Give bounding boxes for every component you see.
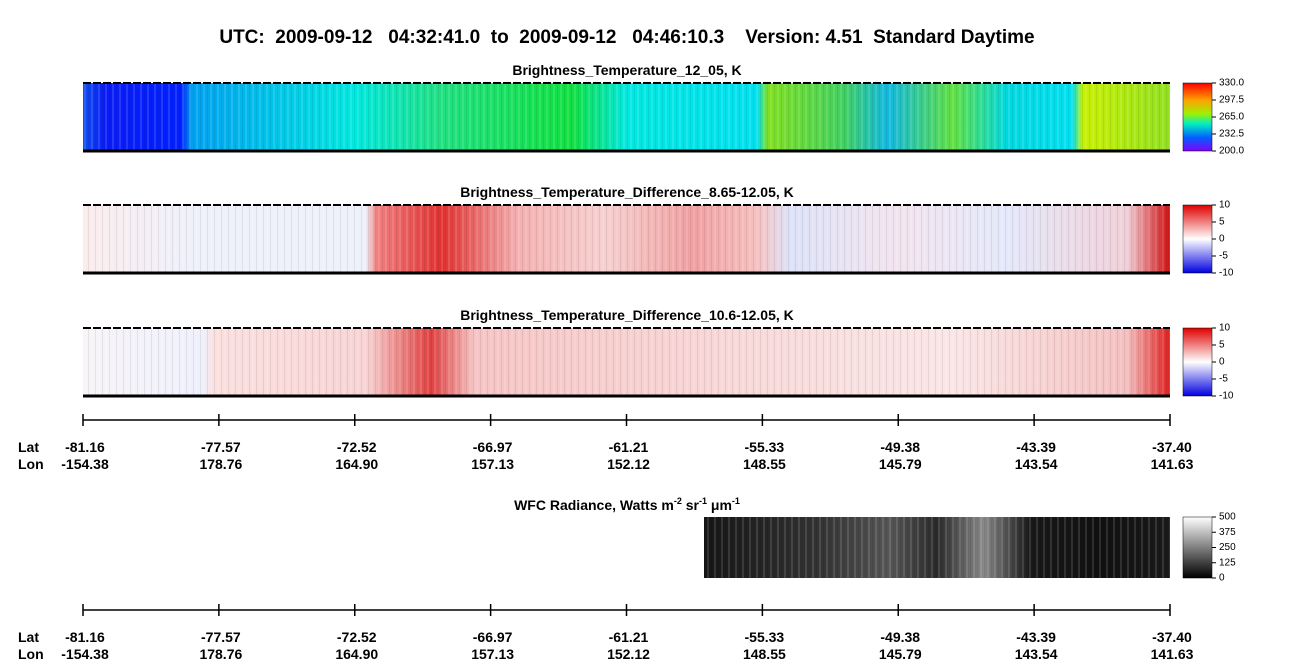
- colorbar: 10 5 0 -5 -10: [1182, 200, 1234, 279]
- colorbar-tick-label: 0: [1219, 357, 1225, 368]
- colorbar-tick-label: -5: [1219, 374, 1228, 385]
- page-title: UTC: 2009-09-12 04:32:41.0 to 2009-09-12…: [219, 27, 1034, 48]
- title-part: -2: [674, 496, 682, 506]
- axis-row-label: Lat: [18, 629, 39, 645]
- lon-label: 148.55: [743, 646, 786, 662]
- colorbar-tick-label: 265.0: [1219, 112, 1244, 123]
- colorbar-tick-label: 297.5: [1219, 95, 1244, 106]
- lat-label: -66.97: [473, 439, 513, 455]
- colorbar-scale: [1182, 82, 1213, 152]
- lat-label: -61.21: [609, 439, 649, 455]
- image-texture: [83, 328, 1170, 396]
- wfc-panel: WFC Radiance, Watts m-2 sr-1 μm-1: [514, 496, 1170, 578]
- colorbar-scale: [1182, 204, 1213, 274]
- colorbar-tick-label: 250: [1219, 542, 1236, 553]
- colorbar-tick-label: -5: [1219, 251, 1228, 262]
- axes: LatLon-81.16-154.38-77.57178.76-72.52164…: [18, 414, 1194, 662]
- title-part: sr: [682, 497, 700, 513]
- lon-label: 143.54: [1015, 456, 1058, 472]
- lat-label: -43.39: [1016, 439, 1056, 455]
- lat-label: -72.52: [337, 629, 377, 645]
- lon-label: 178.76: [199, 646, 242, 662]
- image-panel: Brightness_Temperature_12_05, K: [83, 62, 1170, 153]
- image-texture: [83, 205, 1170, 273]
- colorbar-tick-label: 375: [1219, 527, 1236, 538]
- lat-label: -72.52: [337, 439, 377, 455]
- lat-label: -55.33: [745, 439, 785, 455]
- colorbar-tick-label: 125: [1219, 557, 1236, 568]
- lon-label: 143.54: [1015, 646, 1058, 662]
- panel-title: Brightness_Temperature_12_05, K: [512, 62, 741, 78]
- lat-label: -66.97: [473, 629, 513, 645]
- panels: Brightness_Temperature_12_05, K 330.0 297.…: [83, 62, 1244, 584]
- colorbar: 500 375 250 125 0: [1182, 512, 1236, 584]
- colorbar-tick-label: 10: [1219, 323, 1231, 334]
- lat-label: -37.40: [1152, 439, 1192, 455]
- lon-label: 164.90: [335, 456, 378, 472]
- lat-label: -81.16: [65, 439, 105, 455]
- colorbar-tick-label: -10: [1219, 268, 1234, 279]
- axis-row-label: Lon: [18, 456, 44, 472]
- image-panel: Brightness_Temperature_Difference_10.6-1…: [83, 307, 1170, 398]
- colorbar-tick-label: 0: [1219, 234, 1225, 245]
- title-part: -1: [699, 496, 707, 506]
- title-part: WFC Radiance, Watts m: [514, 497, 674, 513]
- lon-label: 141.63: [1151, 646, 1194, 662]
- lat-label: -49.38: [880, 629, 920, 645]
- colorbar-tick-label: 0: [1219, 573, 1225, 584]
- lon-label: -154.38: [61, 456, 109, 472]
- panel-title: Brightness_Temperature_Difference_10.6-1…: [460, 307, 794, 323]
- image-panel: Brightness_Temperature_Difference_8.65-1…: [83, 184, 1170, 275]
- lat-label: -49.38: [880, 439, 920, 455]
- lat-label: -81.16: [65, 629, 105, 645]
- lon-label: 157.13: [471, 456, 514, 472]
- title-part: -1: [732, 496, 740, 506]
- lat-label: -55.33: [745, 629, 785, 645]
- lon-label: 152.12: [607, 646, 650, 662]
- lon-label: 148.55: [743, 456, 786, 472]
- image-texture: [704, 517, 1170, 578]
- colorbar: 10 5 0 -5 -10: [1182, 323, 1234, 402]
- image-texture: [83, 83, 1170, 151]
- lon-label: 164.90: [335, 646, 378, 662]
- colorbar-tick-label: 232.5: [1219, 129, 1244, 140]
- colorbar-tick-label: 330.0: [1219, 78, 1244, 89]
- lon-label: -154.38: [61, 646, 109, 662]
- lat-label: -37.40: [1152, 629, 1192, 645]
- colorbar-scale: [1182, 516, 1213, 579]
- colorbar-tick-label: -10: [1219, 391, 1234, 402]
- lat-label: -43.39: [1016, 629, 1056, 645]
- colorbar-tick-label: 10: [1219, 200, 1231, 211]
- lat-label: -77.57: [201, 439, 241, 455]
- lon-label: 145.79: [879, 646, 922, 662]
- panel-title: Brightness_Temperature_Difference_8.65-1…: [460, 184, 794, 200]
- axis-row-label: Lat: [18, 439, 39, 455]
- lon-label: 141.63: [1151, 456, 1194, 472]
- panel-title: WFC Radiance, Watts m-2 sr-1 μm-1: [514, 496, 740, 513]
- lon-label: 152.12: [607, 456, 650, 472]
- colorbar-tick-label: 500: [1219, 512, 1236, 523]
- colorbar-tick-label: 5: [1219, 217, 1225, 228]
- lon-label: 145.79: [879, 456, 922, 472]
- colorbar-tick-label: 200.0: [1219, 146, 1244, 157]
- axis-row-label: Lon: [18, 646, 44, 662]
- colorbar: 330.0 297.5 265.0 232.5 200.0: [1182, 78, 1244, 157]
- colorbar-tick-label: 5: [1219, 340, 1225, 351]
- lat-label: -77.57: [201, 629, 241, 645]
- lon-label: 157.13: [471, 646, 514, 662]
- lon-label: 178.76: [199, 456, 242, 472]
- colorbar-scale: [1182, 327, 1213, 397]
- lat-label: -61.21: [609, 629, 649, 645]
- title-part: μm: [707, 497, 732, 513]
